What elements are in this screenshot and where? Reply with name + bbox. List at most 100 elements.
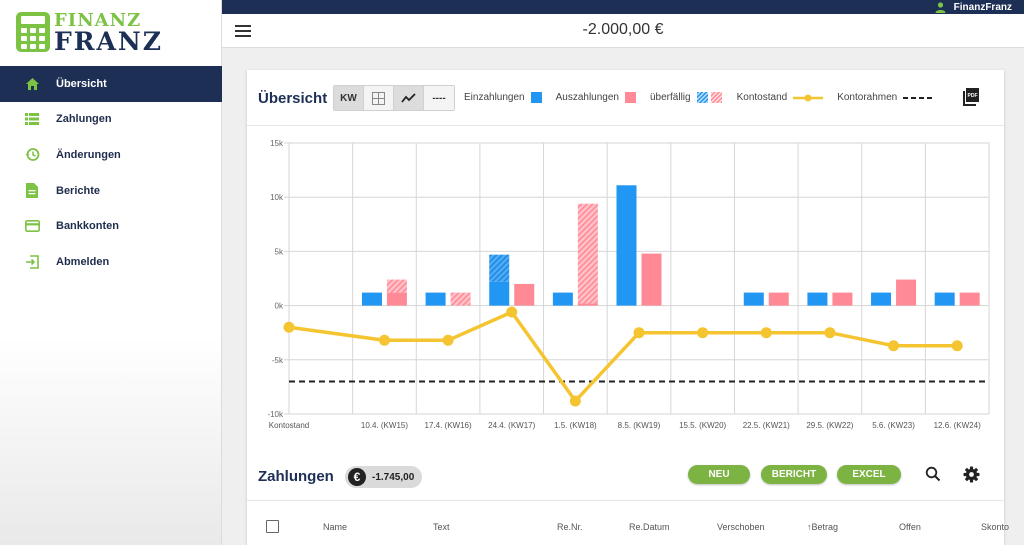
legend-einzahlungen[interactable]: Einzahlungen (464, 92, 542, 103)
overview-chart: 15k 10k 5k 0k -5k -10k Kontostand 10.4. (KW15) 1… (267, 139, 990, 430)
x-tick-label: 10.4. (KW15) (361, 421, 408, 430)
bar-einzahlungen (489, 281, 510, 306)
kontostand-point (633, 327, 645, 339)
overview-title: Übersicht (258, 90, 328, 107)
x-tick-label: 29.5. (KW22) (806, 421, 853, 430)
history-icon (24, 147, 40, 163)
sidebar-item-label: Abmelden (56, 255, 110, 268)
legend-ueberfaellig[interactable]: überfällig (650, 92, 723, 103)
x-tick-label: Kontostand (269, 421, 309, 430)
overview-card: Übersicht KW ---- Einzahlungen Auszahlun… (247, 70, 1009, 545)
x-tick-label: 24.4. (KW17) (488, 421, 535, 430)
column-header-offen[interactable]: Offen (899, 522, 921, 532)
x-tick-label: 5.6. (KW23) (872, 421, 915, 430)
column-header-redatum[interactable]: Re.Datum (629, 522, 670, 532)
gear-icon (963, 466, 980, 483)
logo-text-finanz: FINANZ (54, 10, 142, 31)
dashed-line-toggle-button[interactable]: ---- (424, 86, 454, 110)
column-header-name[interactable]: Name (323, 522, 348, 532)
legend-label: Kontostand (736, 92, 788, 103)
x-tick-label: 1.5. (KW18) (554, 421, 597, 430)
bar-einzahlungen (871, 292, 892, 306)
settings-button[interactable] (963, 466, 981, 484)
sidebar-item-abmelden[interactable]: Abmelden (0, 244, 222, 280)
y-tick-label: 5k (275, 247, 284, 256)
payments-title: Zahlungen (258, 468, 334, 485)
user-name: FinanzFranz (953, 1, 1012, 13)
grid-toggle-button[interactable] (364, 86, 394, 110)
bar-auszahlungen (896, 279, 917, 306)
bar-auszahlungen (832, 292, 853, 306)
logout-icon (24, 254, 40, 270)
bar-einzahlungen (743, 292, 764, 306)
kontostand-point (760, 327, 772, 339)
bar-auszahlungen (577, 303, 598, 306)
sidebar-item-bankkonten[interactable]: Bankkonten (0, 208, 222, 244)
logo[interactable]: FINANZ FRANZ (14, 8, 161, 56)
sidebar-item-aenderungen[interactable]: Änderungen (0, 137, 222, 173)
kontostand-point (569, 395, 581, 407)
bar-auszahlungen (386, 292, 407, 306)
legend-label: Einzahlungen (464, 92, 525, 103)
report-button[interactable]: BERICHT (761, 465, 827, 484)
y-tick-label: -5k (272, 356, 284, 365)
top-strip: FinanzFranz (222, 0, 1024, 14)
column-header-verschoben[interactable]: Verschoben (717, 522, 765, 532)
sidebar-item-berichte[interactable]: Berichte (0, 173, 222, 209)
kw-toggle-button[interactable]: KW (334, 86, 364, 110)
search-icon (925, 466, 941, 482)
hatched-swatch-icon (696, 92, 722, 103)
y-tick-label: 10k (270, 193, 284, 202)
payments-table-header: Name Text Re.Nr. Re.Datum Verschoben ↑Be… (247, 500, 1009, 545)
x-tick-label: 15.5. (KW20) (679, 421, 726, 430)
search-button[interactable] (925, 466, 943, 484)
new-payment-button[interactable]: NEU (688, 465, 750, 484)
legend-swatch (625, 92, 636, 103)
bar-einzahlungen-ueberfaellig (616, 185, 637, 292)
bar-einzahlungen (616, 291, 637, 306)
kontostand-point (697, 327, 709, 339)
sidebar: FINANZ FRANZ Übersicht Zahlungen Änderun… (0, 0, 222, 545)
view-toggle-group: KW ---- (333, 85, 455, 111)
sidebar-item-label: Zahlungen (56, 113, 112, 126)
legend-kontostand[interactable]: Kontostand (737, 92, 824, 103)
sidebar-item-label: Berichte (56, 184, 101, 197)
column-header-skonto[interactable]: Skonto (981, 522, 1010, 532)
dashed-swatch-icon (903, 96, 934, 99)
sidebar-item-zahlungen[interactable]: Zahlungen (0, 102, 222, 138)
bar-einzahlungen (934, 292, 955, 306)
sidebar-item-uebersicht[interactable]: Übersicht (0, 66, 222, 102)
chart-legend: Einzahlungen Auszahlungen überfällig Ko (464, 92, 947, 103)
sidebar-item-label: Übersicht (56, 77, 107, 90)
select-all-checkbox[interactable] (266, 520, 279, 533)
sidebar-item-label: Bankkonten (56, 220, 119, 233)
user-icon (935, 1, 946, 13)
column-header-text[interactable]: Text (433, 522, 450, 532)
excel-export-button[interactable]: EXCEL (837, 465, 901, 484)
bar-auszahlungen-ueberfaellig (450, 292, 471, 306)
kontostand-line (288, 310, 958, 403)
legend-kontorahmen[interactable]: Kontorahmen (837, 92, 934, 103)
legend-auszahlungen[interactable]: Auszahlungen (556, 92, 636, 103)
pdf-icon: PDF (963, 88, 979, 106)
legend-label: Kontorahmen (837, 92, 898, 103)
bar-auszahlungen (514, 283, 535, 306)
bar-auszahlungen-ueberfaellig (386, 279, 407, 293)
column-header-renr[interactable]: Re.Nr. (557, 522, 583, 532)
kontostand-point (888, 340, 900, 352)
bar-auszahlungen (768, 292, 789, 306)
bar-einzahlungen (361, 292, 382, 306)
kontostand-point (442, 334, 454, 346)
column-header-betrag[interactable]: ↑Betrag (807, 522, 838, 532)
hamburger-menu-icon[interactable] (234, 23, 252, 39)
payments-total-badge: € -1.745,00 (345, 466, 423, 488)
bar-auszahlungen (641, 253, 662, 306)
euro-icon: € (348, 468, 366, 486)
overview-header: Übersicht KW ---- Einzahlungen Auszahlun… (247, 70, 1004, 126)
home-icon (24, 76, 40, 92)
legend-label: Auszahlungen (555, 92, 619, 103)
pdf-export-button[interactable]: PDF (963, 88, 979, 106)
line-chart-toggle-button[interactable] (394, 86, 424, 110)
user-menu[interactable]: FinanzFranz (935, 0, 1012, 14)
credit-card-icon (24, 218, 40, 234)
